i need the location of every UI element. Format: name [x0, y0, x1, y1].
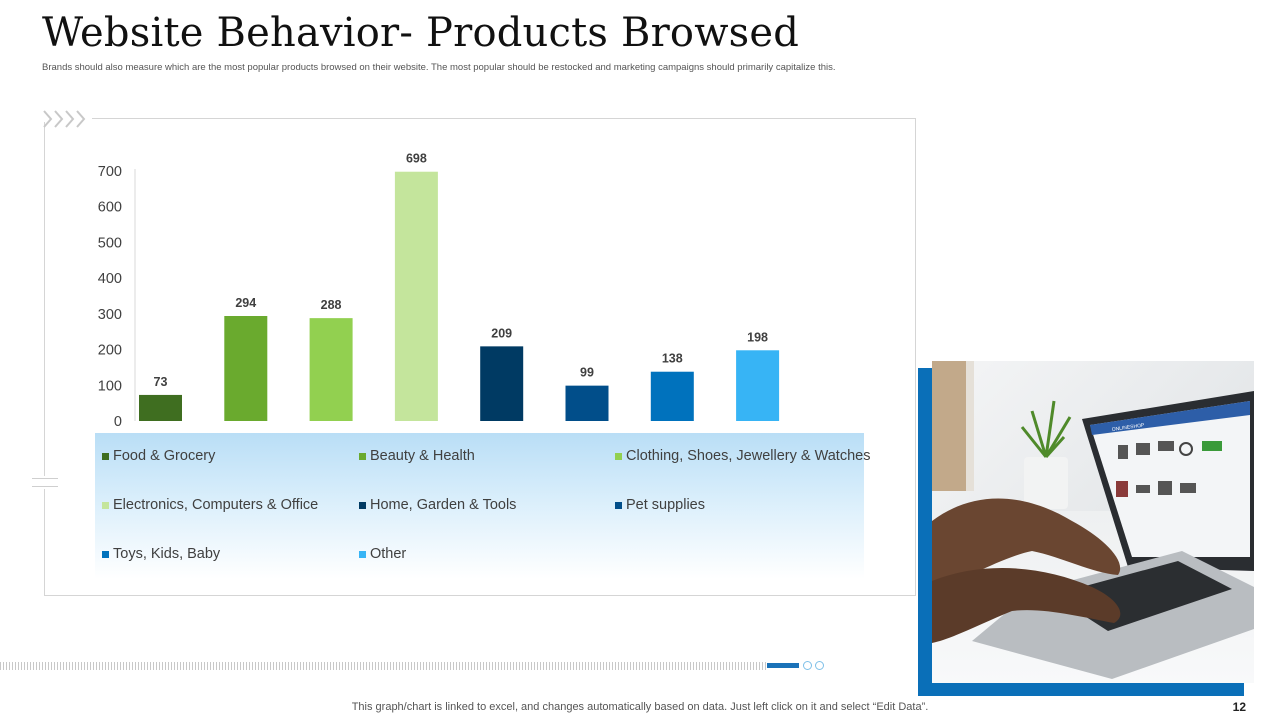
bar-4[interactable] [480, 346, 524, 421]
data-label: 73 [154, 375, 168, 389]
legend-item[interactable]: Other [359, 546, 406, 562]
slide-indicator [767, 663, 799, 668]
y-tick-label: 400 [98, 271, 122, 287]
legend-swatch [102, 452, 109, 460]
legend-label: Beauty & Health [370, 448, 475, 464]
y-tick-label: 0 [114, 414, 122, 430]
page-number: 12 [1232, 700, 1246, 714]
data-label: 99 [580, 366, 594, 380]
legend-item[interactable]: Electronics, Computers & Office [102, 497, 318, 513]
legend-swatch [359, 501, 366, 509]
screen-site-label: ONLINESHOP [1111, 422, 1145, 433]
y-tick-label: 600 [98, 200, 122, 216]
legend-item[interactable]: Home, Garden & Tools [359, 497, 516, 513]
legend-swatch [615, 452, 622, 460]
chart-legend [95, 433, 864, 579]
data-label: 698 [406, 152, 427, 166]
bar-chart[interactable]: 0 100 200 300 400 500 600 700 73 294 288 698 209 99 13… [0, 0, 930, 440]
bar-5[interactable] [565, 385, 609, 421]
legend-label: Toys, Kids, Baby [113, 546, 221, 562]
legend-swatch [102, 550, 109, 558]
legend-item[interactable]: Food & Grocery [102, 448, 215, 464]
frame-decoration [32, 478, 58, 479]
legend-swatch [359, 550, 366, 558]
legend-label: Clothing, Shoes, Jewellery & Watches [626, 448, 871, 464]
bar-6[interactable] [650, 371, 694, 421]
legend-label: Other [370, 546, 407, 562]
legend-swatch [102, 501, 109, 509]
data-label: 294 [235, 296, 256, 310]
data-label: 209 [491, 326, 512, 340]
bar-2[interactable] [309, 318, 353, 421]
indicator-dot [815, 661, 824, 670]
y-tick-label: 300 [98, 307, 122, 323]
legend-item[interactable]: Clothing, Shoes, Jewellery & Watches [615, 448, 870, 464]
legend-label: Food & Grocery [113, 448, 216, 464]
legend-item[interactable]: Pet supplies [615, 497, 705, 513]
data-label: 288 [321, 298, 342, 312]
bar-7[interactable] [736, 350, 780, 421]
y-tick-label: 700 [98, 164, 122, 180]
legend-swatch [359, 452, 366, 460]
chart-frame [44, 118, 916, 596]
legend-label: Home, Garden & Tools [370, 497, 517, 513]
indicator-dot [803, 661, 812, 670]
y-tick-label: 200 [98, 343, 122, 359]
legend-item[interactable]: Beauty & Health [359, 448, 475, 464]
bar-0[interactable] [139, 394, 182, 421]
laptop-typing-photo: ONLINESHOP [932, 361, 1254, 683]
slide-title: Website Behavior- Products Browsed [42, 10, 800, 56]
legend-swatch [615, 501, 622, 509]
y-tick-label: 100 [98, 378, 122, 394]
chevron-decoration-icon [43, 110, 86, 128]
legend-item[interactable]: Toys, Kids, Baby [102, 546, 220, 562]
frame-decoration [32, 486, 58, 487]
legend-label: Electronics, Computers & Office [113, 497, 319, 513]
y-tick-label: 500 [98, 235, 122, 251]
data-label: 138 [662, 352, 683, 366]
slide-subtitle: Brands should also measure which are the… [42, 62, 836, 73]
legend-label: Pet supplies [626, 497, 705, 513]
data-label: 198 [747, 330, 768, 344]
bar-1[interactable] [224, 316, 268, 421]
progress-ticks [0, 662, 766, 670]
bar-3[interactable] [394, 171, 438, 421]
footnote: This graph/chart is linked to excel, and… [351, 701, 929, 713]
